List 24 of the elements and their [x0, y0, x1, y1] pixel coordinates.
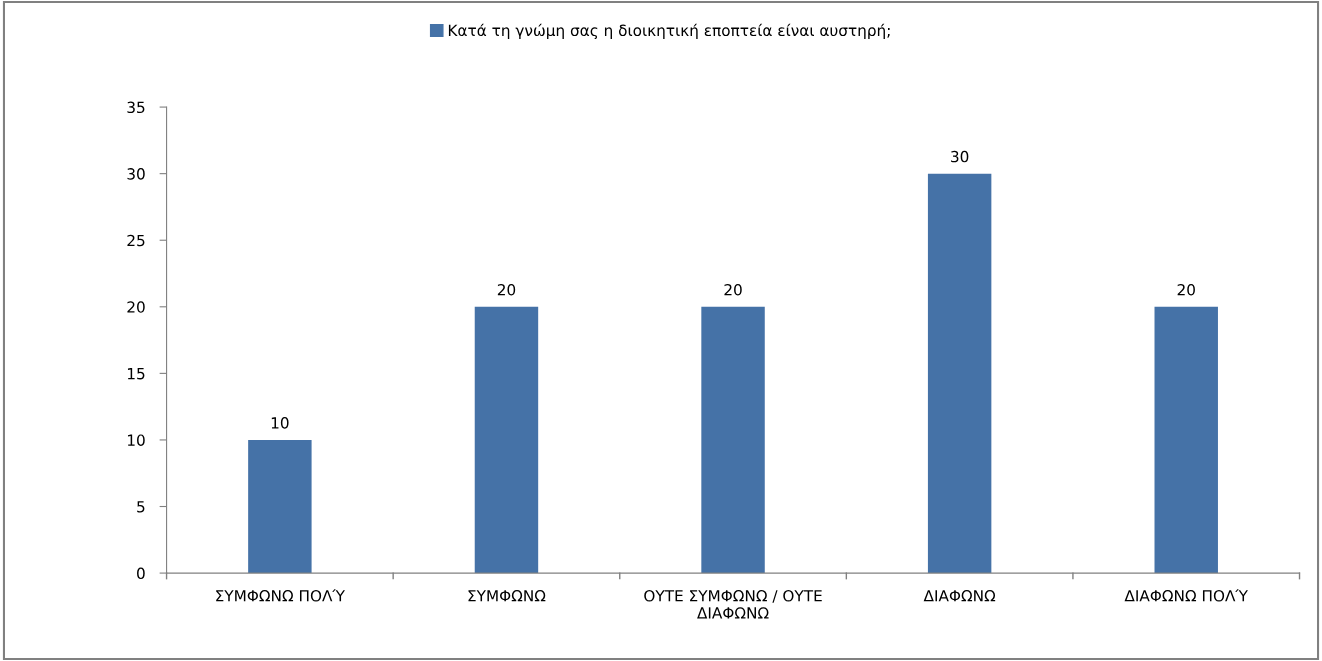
bar — [927, 173, 992, 574]
y-tick-label: 5 — [137, 501, 145, 513]
y-tick-label: 35 — [127, 101, 145, 114]
bar — [701, 306, 765, 574]
x-tick-label: ΔΙΑΦΩΝΩ — [923, 590, 996, 602]
y-tick-label: 20 — [127, 301, 145, 313]
bar — [248, 439, 312, 574]
bar — [1154, 306, 1218, 574]
legend-label: Κατά τη γνώμη σας η διοικητική εποπτεία είναι αυστηρή; — [448, 23, 890, 40]
x-tick-label: ΔΙΑΦΩΝΩ ΠΟΛΎ — [1124, 589, 1248, 602]
y-tick-label: 10 — [127, 434, 145, 446]
y-tick-label: 0 — [137, 567, 145, 580]
bar — [474, 306, 539, 574]
data-label: 20 — [724, 283, 742, 296]
data-label: 30 — [951, 150, 969, 163]
y-tick-label: 25 — [127, 234, 145, 247]
y-tick-label: 30 — [127, 168, 145, 180]
data-label: 20 — [1177, 283, 1195, 296]
x-tick-label: ΣΥΜΦΩΝΩ — [468, 590, 546, 602]
x-tick-label: ΣΥΜΦΩΝΩ ΠΟΛΎ — [216, 589, 345, 602]
data-label: 10 — [271, 417, 289, 429]
x-tick-label: ΟΥΤΕ ΣΥΜΦΩΝΩ / ΟΥΤΕ ΔΙΑΦΩΝΩ — [644, 590, 822, 619]
data-label: 20 — [497, 283, 516, 296]
y-tick-label: 15 — [127, 368, 145, 380]
